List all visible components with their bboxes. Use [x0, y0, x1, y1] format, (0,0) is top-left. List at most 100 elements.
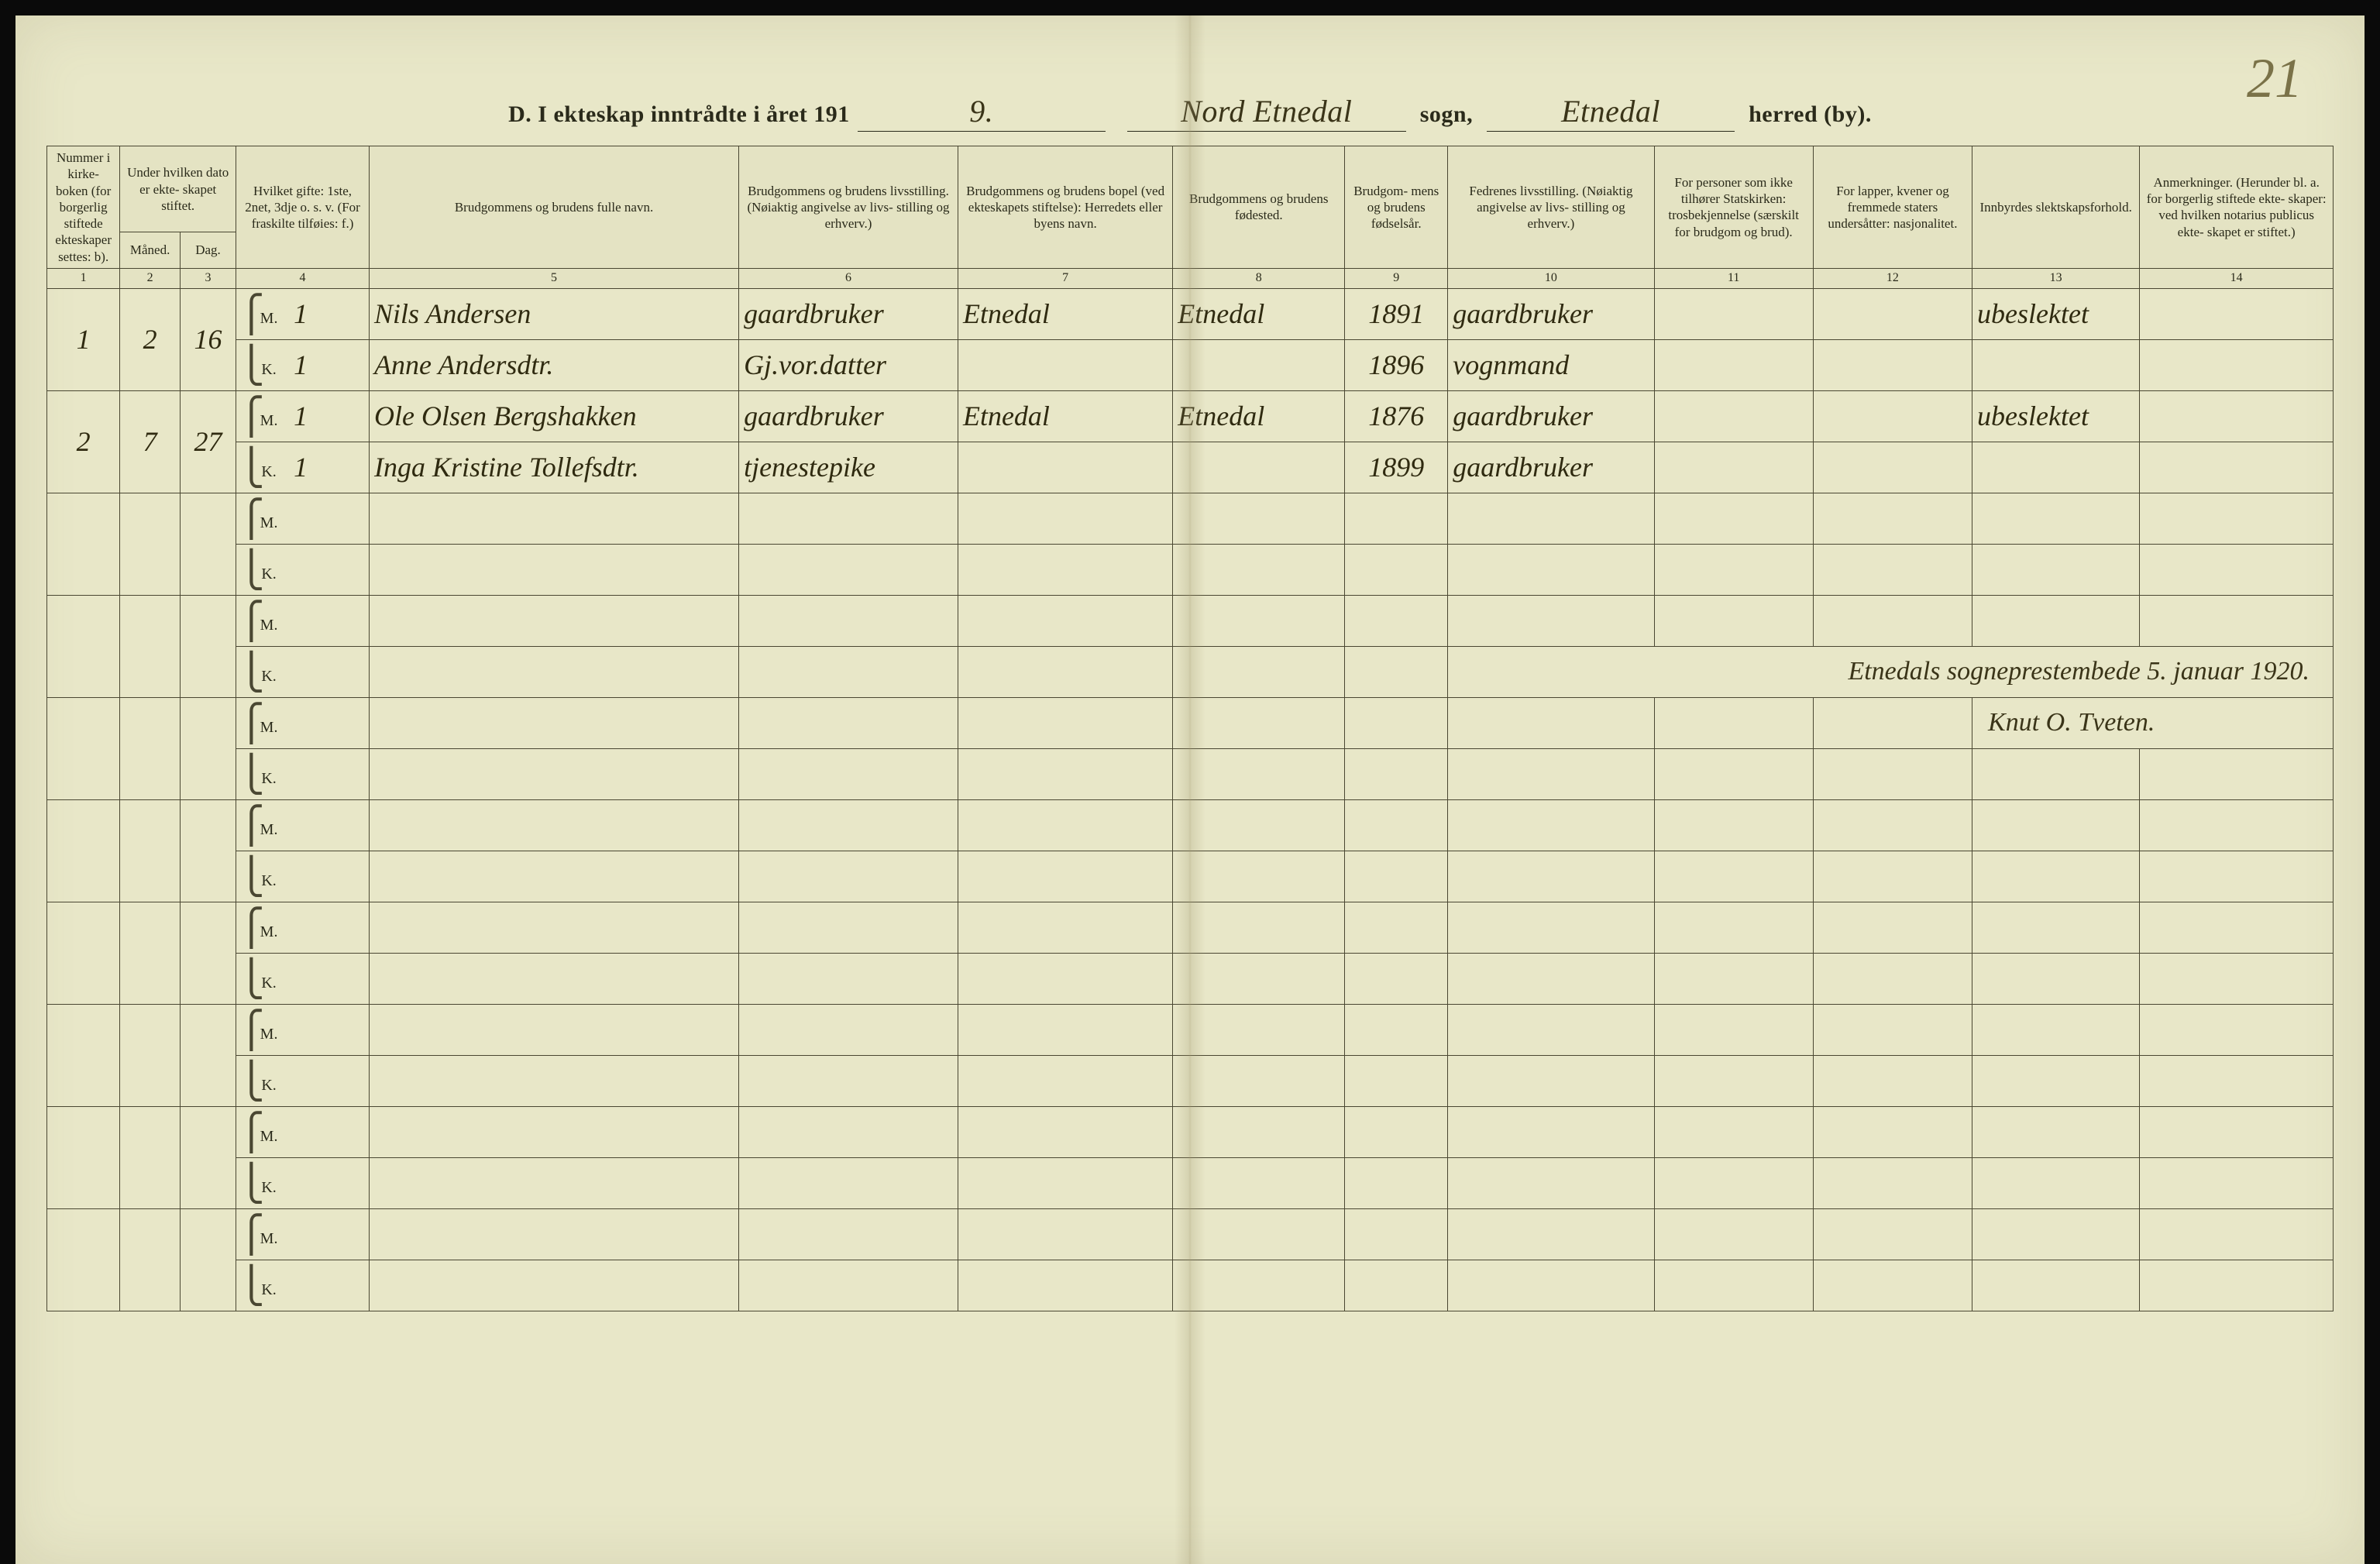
entry-father-occupation: gaardbruker [1448, 390, 1654, 442]
title-sogn-label: sogn, [1420, 101, 1473, 127]
entry-birthplace [1173, 1208, 1345, 1260]
empty-cell [1345, 697, 1448, 748]
entry-birthplace [1173, 544, 1345, 595]
entry-nationality [1813, 339, 1972, 390]
entry-birthplace [1173, 442, 1345, 493]
entry-religion [1654, 339, 1813, 390]
entry-religion [1654, 953, 1813, 1004]
gifte-cell: ⎧M. [236, 799, 370, 851]
entry-father-occupation [1448, 953, 1654, 1004]
entry-remarks [2140, 288, 2334, 339]
entry-father-occupation: gaardbruker [1448, 288, 1654, 339]
colnum: 7 [958, 268, 1172, 288]
entry-father-occupation [1448, 851, 1654, 902]
col-header-9: Brudgom- mens og brudens fødselsår. [1345, 146, 1448, 269]
empty-cell [370, 646, 739, 697]
entry-religion [1654, 288, 1813, 339]
empty-cell [1654, 595, 1813, 646]
entry-kinship [1972, 544, 2140, 595]
entry-birthyear [1345, 1208, 1448, 1260]
entry-kinship [1972, 953, 2140, 1004]
entry-remarks [2140, 442, 2334, 493]
entry-occupation [739, 1004, 958, 1055]
entry-kinship [1972, 799, 2140, 851]
page-title: D. I ekteskap inntrådte i året 1919. Nor… [46, 93, 2334, 132]
colnum: 14 [2140, 268, 2334, 288]
entry-religion [1654, 1208, 1813, 1260]
entry-occupation [739, 851, 958, 902]
entry-birthyear [1345, 544, 1448, 595]
entry-number [47, 1004, 120, 1106]
col-header-6: Brudgommens og brudens livsstilling. (Nø… [739, 146, 958, 269]
gifte-cell: ⎩K. [236, 953, 370, 1004]
entry-father-occupation [1448, 1055, 1654, 1106]
entry-religion [1654, 1106, 1813, 1157]
colnum: 4 [236, 268, 370, 288]
empty-cell [739, 748, 958, 799]
entry-name [370, 902, 739, 953]
entry-month [120, 1208, 181, 1311]
entry-occupation: gaardbruker [739, 390, 958, 442]
entry-religion [1654, 1157, 1813, 1208]
entry-remarks [2140, 799, 2334, 851]
entry-religion [1654, 1055, 1813, 1106]
entry-month [120, 799, 181, 902]
entry-birthyear: 1876 [1345, 390, 1448, 442]
entry-kinship [1972, 442, 2140, 493]
entry-religion [1654, 544, 1813, 595]
entry-religion [1654, 799, 1813, 851]
entry-birthplace [1173, 1106, 1345, 1157]
entry-birthyear: 1899 [1345, 442, 1448, 493]
colnum: 11 [1654, 268, 1813, 288]
entry-month: 2 [120, 288, 181, 390]
entry-kinship [1972, 493, 2140, 544]
empty-cell [739, 697, 958, 748]
colnum: 1 [47, 268, 120, 288]
entry-religion [1654, 1004, 1813, 1055]
entry-nationality [1813, 493, 1972, 544]
empty-cell [1173, 697, 1345, 748]
title-herred-value: Etnedal [1487, 93, 1735, 132]
signature-line-1: Etnedals sogneprestembede 5. januar 1920… [1448, 646, 2334, 697]
empty-cell [1654, 697, 1813, 748]
empty-cell [370, 697, 739, 748]
entry-father-occupation [1448, 799, 1654, 851]
entry-birthplace [1173, 493, 1345, 544]
entry-residence [958, 544, 1172, 595]
entry-father-occupation: vognmand [1448, 339, 1654, 390]
empty-cell [1173, 748, 1345, 799]
entry-birthyear [1345, 953, 1448, 1004]
entry-day: 27 [180, 390, 236, 493]
entry-remarks [2140, 390, 2334, 442]
entry-day [180, 493, 236, 595]
entry-nationality [1813, 544, 1972, 595]
gifte-cell: ⎧M. [236, 1004, 370, 1055]
entry-occupation: tjenestepike [739, 442, 958, 493]
colnum: 5 [370, 268, 739, 288]
entry-nationality [1813, 851, 1972, 902]
entry-nationality [1813, 288, 1972, 339]
empty-cell [1654, 748, 1813, 799]
gifte-cell: ⎧M.1 [236, 390, 370, 442]
entry-birthplace [1173, 851, 1345, 902]
entry-remarks [2140, 1004, 2334, 1055]
register-table: Nummer i kirke- boken (for borgerlig sti… [46, 146, 2334, 1311]
entry-nationality [1813, 1106, 1972, 1157]
entry-residence [958, 1055, 1172, 1106]
table-body: 1216⎧M.1Nils AndersengaardbrukerEtnedalE… [47, 288, 2334, 1311]
entry-nationality [1813, 1260, 1972, 1311]
gifte-cell: ⎩K. [236, 1157, 370, 1208]
gifte-cell: ⎩K.1 [236, 442, 370, 493]
entry-occupation [739, 1157, 958, 1208]
gifte-value: 1 [294, 298, 308, 329]
gifte-value: 1 [294, 452, 308, 483]
entry-nationality [1813, 390, 1972, 442]
col-header-5: Brudgommens og brudens fulle navn. [370, 146, 739, 269]
entry-birthyear: 1891 [1345, 288, 1448, 339]
entry-day [180, 799, 236, 902]
entry-day [180, 902, 236, 1004]
entry-day [180, 595, 236, 697]
entry-day [180, 1106, 236, 1208]
empty-cell [370, 595, 739, 646]
entry-month [120, 902, 181, 1004]
